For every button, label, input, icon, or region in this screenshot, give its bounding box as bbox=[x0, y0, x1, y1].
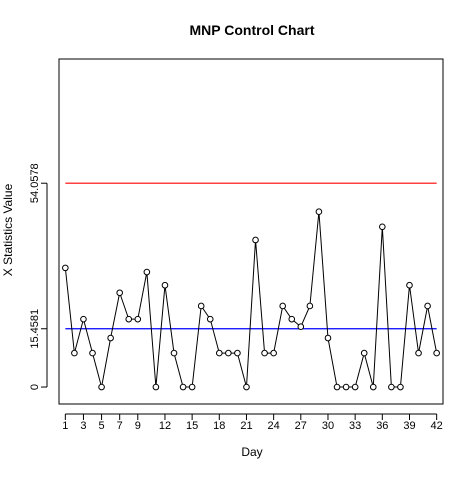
data-point-day-30 bbox=[324, 334, 332, 342]
data-point-day-4 bbox=[89, 349, 96, 357]
x-tick-label: 39 bbox=[403, 420, 415, 432]
data-point-day-3 bbox=[80, 315, 87, 323]
x-tick-label: 21 bbox=[240, 420, 252, 432]
data-point-day-15 bbox=[188, 383, 196, 391]
data-point-day-28 bbox=[306, 302, 314, 310]
data-point-day-21 bbox=[243, 383, 250, 391]
x-axis-label: Day bbox=[241, 445, 262, 459]
x-tick-label: 3 bbox=[80, 420, 86, 432]
data-point-day-2 bbox=[71, 349, 78, 357]
x-tick-label: 33 bbox=[349, 420, 361, 432]
data-point-day-5 bbox=[98, 383, 105, 391]
plot-frame bbox=[58, 58, 444, 405]
y-tick-label: 0 bbox=[29, 384, 41, 390]
y-axis: 0 15.4581 54.0578 bbox=[29, 163, 48, 390]
data-point-day-39 bbox=[406, 281, 413, 289]
data-point-day-7 bbox=[116, 289, 123, 297]
data-point-day-9 bbox=[134, 315, 142, 323]
series-line bbox=[64, 211, 438, 388]
x-tick-label: 15 bbox=[186, 420, 198, 432]
data-point-day-42 bbox=[433, 349, 440, 357]
x-tick-label: 7 bbox=[117, 420, 123, 432]
x-tick-label: 5 bbox=[99, 420, 105, 432]
data-point-day-14 bbox=[179, 383, 187, 391]
x-tick-label: 30 bbox=[322, 420, 334, 432]
data-point-day-25 bbox=[279, 302, 286, 310]
data-point-day-8 bbox=[125, 315, 133, 323]
data-point-day-11 bbox=[152, 383, 160, 391]
x-tick-label: 1 bbox=[62, 420, 68, 432]
data-point-day-19 bbox=[225, 349, 232, 357]
data-point-day-36 bbox=[379, 223, 386, 231]
data-point-day-23 bbox=[261, 349, 268, 357]
data-point-day-10 bbox=[143, 268, 151, 276]
x-tick-label: 9 bbox=[135, 420, 141, 432]
data-point-day-26 bbox=[288, 315, 296, 323]
chart-title: MNP Control Chart bbox=[190, 22, 315, 38]
x-tick-label: 18 bbox=[213, 420, 225, 432]
x-tick-label: 24 bbox=[268, 420, 280, 432]
data-point-day-31 bbox=[333, 383, 341, 391]
x-tick-label: 42 bbox=[431, 420, 443, 432]
x-tick-label: 12 bbox=[159, 420, 171, 432]
data-point-day-6 bbox=[107, 334, 114, 342]
data-point-day-12 bbox=[161, 281, 169, 289]
data-point-day-1 bbox=[62, 264, 69, 272]
data-point-day-24 bbox=[270, 349, 277, 357]
x-tick-label: 36 bbox=[376, 420, 388, 432]
y-axis-label: X Statistics Value bbox=[1, 183, 15, 276]
data-point-day-16 bbox=[197, 302, 205, 310]
data-point-day-22 bbox=[252, 236, 259, 244]
data-point-day-37 bbox=[388, 383, 395, 391]
data-point-day-35 bbox=[369, 383, 377, 391]
data-point-day-40 bbox=[415, 349, 422, 357]
data-point-day-29 bbox=[315, 208, 323, 216]
data-point-day-20 bbox=[234, 349, 241, 357]
data-point-day-41 bbox=[424, 302, 431, 310]
y-tick-label: 54.0578 bbox=[29, 163, 41, 203]
data-point-day-27 bbox=[297, 323, 305, 331]
data-point-day-33 bbox=[351, 383, 359, 391]
x-tick-label: 27 bbox=[295, 420, 307, 432]
data-point-day-32 bbox=[342, 383, 350, 391]
data-point-day-34 bbox=[360, 349, 368, 357]
y-tick-label: 15.4581 bbox=[29, 309, 41, 349]
data-point-day-18 bbox=[216, 349, 223, 357]
data-point-day-17 bbox=[206, 315, 214, 323]
data-point-day-38 bbox=[397, 383, 404, 391]
x-axis: 1 3 5 7 9 12 15 18 21 24 27 30 33 36 39 42 bbox=[62, 413, 443, 432]
data-point-day-13 bbox=[170, 349, 178, 357]
